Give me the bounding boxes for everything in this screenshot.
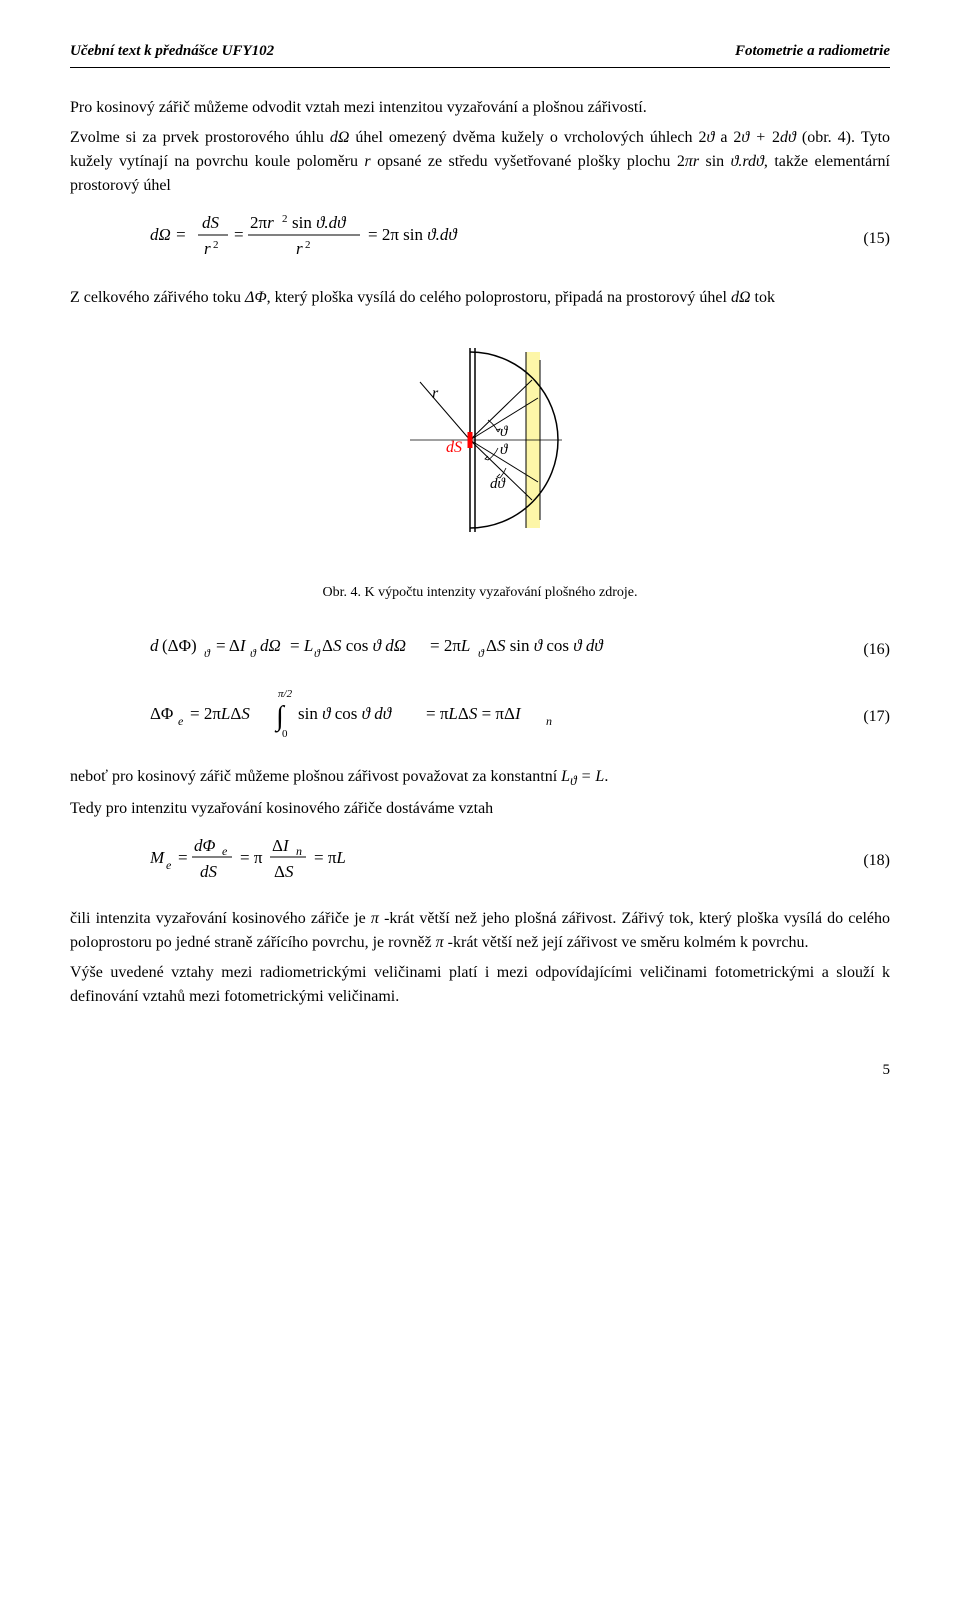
figure-label-dtheta: dϑ — [490, 476, 507, 492]
text: , který ploška vysílá do celého polopros… — [267, 289, 731, 306]
figure-4-svg: r dS ϑ ϑ dϑ — [350, 340, 610, 560]
svg-text:2: 2 — [305, 239, 311, 251]
figure-label-dS: dS — [446, 439, 462, 456]
math-area: 2πr sin ϑ.rdϑ — [677, 153, 764, 170]
equation-17: ΔΦ e = 2πLΔS π/2 ∫ 0 sin ϑ cos ϑ dϑ = πL… — [70, 685, 890, 749]
equation-16: d (ΔΦ) ϑ = ΔI ϑ dΩ = L ϑ ΔS cos ϑ dΩ = 2… — [70, 631, 890, 669]
math-dPhi: ΔΦ — [245, 289, 267, 306]
svg-text:π/2: π/2 — [278, 688, 293, 700]
svg-text:= L: = L — [290, 636, 313, 655]
text: opsané ze středu vyšetřované plošky ploc… — [377, 153, 677, 170]
svg-text:sin ϑ.dϑ: sin ϑ.dϑ — [292, 213, 347, 232]
text: Zvolme si za prvek prostorového úhlu — [70, 129, 330, 146]
svg-text:dΩ =: dΩ = — [150, 225, 187, 244]
figure-label-r: r — [432, 385, 439, 402]
equation-15: dΩ = dS r2 = 2πr 2 sin ϑ.dϑ r2 = 2π sin … — [70, 208, 890, 270]
svg-text:r: r — [296, 239, 303, 258]
svg-text:2: 2 — [213, 239, 219, 251]
equation-18-number: (18) — [842, 849, 890, 873]
text: tok — [751, 289, 775, 306]
svg-text:ΔΦ: ΔΦ — [150, 704, 173, 723]
paragraph-2: Zvolme si za prvek prostorového úhlu dΩ … — [70, 126, 890, 198]
svg-text:ΔS cos ϑ dΩ: ΔS cos ϑ dΩ — [322, 636, 406, 655]
svg-text:ϑ: ϑ — [478, 646, 485, 660]
svg-text:ΔS sin ϑ cos ϑ dϑ: ΔS sin ϑ cos ϑ dϑ — [486, 636, 604, 655]
equation-18: M e = dΦ e dS = π ΔI n ΔS = πL (18) — [70, 831, 890, 891]
paragraph-5: Tedy pro intenzitu vyzařování kosinového… — [70, 797, 890, 821]
figure-4: r dS ϑ ϑ dϑ Obr. 4. K výpočtu intenzity … — [70, 340, 890, 603]
svg-text:e: e — [178, 714, 184, 728]
svg-text:d: d — [150, 636, 159, 655]
svg-text:= πLΔS = πΔI: = πLΔS = πΔI — [426, 704, 522, 723]
paragraph-7: Výše uvedené vztahy mezi radiometrickými… — [70, 961, 890, 1009]
page-footer: 5 — [70, 1059, 890, 1082]
text: -krát větší než její zářivost ve směru k… — [448, 934, 809, 951]
figure-label-theta1: ϑ — [500, 424, 509, 440]
svg-text:=: = — [234, 225, 244, 244]
svg-text:r: r — [204, 239, 211, 258]
svg-text:dS: dS — [200, 862, 218, 881]
equation-16-number: (16) — [842, 638, 890, 662]
svg-text:=: = — [178, 848, 188, 867]
math-Ltheta: Lϑ = L — [561, 768, 604, 785]
math-pi2: π — [436, 934, 444, 951]
text: neboť pro kosinový zářič můžeme plošnou … — [70, 768, 561, 785]
svg-text:ϑ: ϑ — [250, 646, 257, 660]
paragraph-1: Pro kosinový zářič můžeme odvodit vztah … — [70, 96, 890, 120]
math-dOmega: dΩ — [330, 129, 350, 146]
svg-text:e: e — [222, 844, 228, 858]
math-dOmega2: dΩ — [731, 289, 751, 306]
svg-text:= ΔI: = ΔI — [216, 636, 247, 655]
equation-17-number: (17) — [842, 705, 890, 729]
svg-text:n: n — [546, 714, 552, 728]
header-right: Fotometrie a radiometrie — [735, 40, 890, 63]
svg-text:2πr: 2πr — [250, 213, 274, 232]
svg-text:ΔS: ΔS — [274, 862, 294, 881]
svg-text:dS: dS — [202, 213, 220, 232]
svg-text:(ΔΦ): (ΔΦ) — [162, 636, 197, 655]
math-pi1: π — [371, 910, 379, 927]
svg-text:dΩ: dΩ — [260, 636, 281, 655]
math-r: r — [364, 153, 370, 170]
equation-18-body: M e = dΦ e dS = π ΔI n ΔS = πL — [70, 831, 842, 891]
equation-16-body: d (ΔΦ) ϑ = ΔI ϑ dΩ = L ϑ ΔS cos ϑ dΩ = 2… — [70, 631, 842, 669]
svg-text:ϑ: ϑ — [204, 646, 211, 660]
text: úhel omezený dvěma kužely o vrcholových … — [355, 129, 698, 146]
text: čili intenzita vyzařování kosinového zář… — [70, 910, 371, 927]
text: . — [604, 768, 608, 785]
page-header: Učební text k přednášce UFY102 Fotometri… — [70, 40, 890, 68]
paragraph-6: čili intenzita vyzařování kosinového zář… — [70, 907, 890, 955]
svg-text:e: e — [166, 858, 172, 872]
svg-text:= 2π sin ϑ.dϑ: = 2π sin ϑ.dϑ — [368, 225, 458, 244]
paragraph-4: neboť pro kosinový zářič můžeme plošnou … — [70, 765, 890, 791]
figure-label-theta2: ϑ — [500, 442, 509, 458]
page-number: 5 — [883, 1062, 891, 1078]
figure-4-caption: Obr. 4. K výpočtu intenzity vyzařování p… — [70, 582, 890, 603]
equation-15-body: dΩ = dS r2 = 2πr 2 sin ϑ.dϑ r2 = 2π sin … — [70, 208, 842, 270]
svg-text:0: 0 — [282, 728, 288, 740]
equation-15-number: (15) — [842, 227, 890, 251]
math-2theta-plus: 2ϑ + 2dϑ — [733, 129, 795, 146]
svg-text:= π: = π — [240, 848, 263, 867]
svg-text:2: 2 — [282, 213, 288, 225]
svg-text:sin ϑ cos ϑ dϑ: sin ϑ cos ϑ dϑ — [298, 704, 393, 723]
equation-17-body: ΔΦ e = 2πLΔS π/2 ∫ 0 sin ϑ cos ϑ dϑ = πL… — [70, 685, 842, 749]
math-2theta: 2ϑ — [698, 129, 714, 146]
svg-text:M: M — [150, 848, 165, 867]
svg-text:= 2πLΔS: = 2πLΔS — [190, 704, 250, 723]
svg-text:n: n — [296, 844, 302, 858]
text: Z celkového zářivého toku — [70, 289, 245, 306]
svg-text:ΔI: ΔI — [272, 836, 290, 855]
header-left: Učební text k přednášce UFY102 — [70, 40, 274, 63]
svg-text:ϑ: ϑ — [314, 646, 321, 660]
text: a — [720, 129, 733, 146]
svg-text:dΦ: dΦ — [194, 836, 216, 855]
paragraph-3: Z celkového zářivého toku ΔΦ, který ploš… — [70, 286, 890, 310]
svg-text:= 2πL: = 2πL — [430, 636, 470, 655]
svg-text:= πL: = πL — [314, 848, 346, 867]
